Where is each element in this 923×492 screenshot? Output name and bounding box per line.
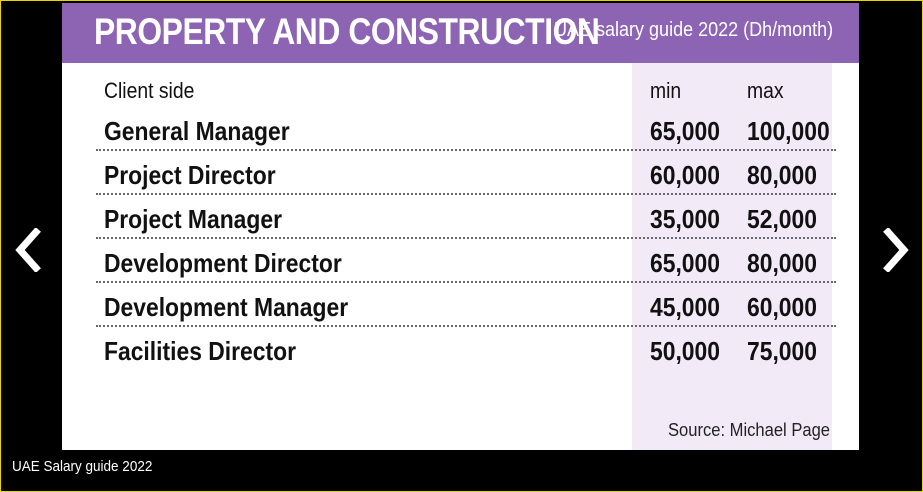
salary-max: 80,000	[747, 248, 817, 278]
chevron-left-icon	[15, 228, 41, 272]
salary-min: 50,000	[650, 336, 720, 366]
salary-min: 60,000	[650, 160, 720, 190]
role-name: General Manager	[104, 116, 290, 146]
salary-max: 60,000	[747, 292, 817, 322]
slide-title: PROPERTY AND CONSTRUCTION	[94, 11, 600, 52]
table-row: Project Director 60,000 80,000	[62, 153, 859, 197]
role-name: Project Director	[104, 160, 276, 190]
slide-header: PROPERTY AND CONSTRUCTION UAE salary gui…	[62, 3, 859, 63]
previous-slide-button[interactable]	[8, 222, 48, 278]
role-name: Project Manager	[104, 204, 283, 234]
role-name: Development Director	[104, 248, 342, 278]
table-row: Project Manager 35,000 52,000	[62, 197, 859, 241]
salary-max: 75,000	[747, 336, 817, 366]
row-divider	[96, 193, 836, 195]
table-row: Development Manager 45,000 60,000	[62, 285, 859, 329]
table-row: General Manager 65,000 100,000	[62, 109, 859, 153]
role-name: Development Manager	[104, 292, 349, 322]
col-min-header: min	[650, 78, 682, 103]
salary-max: 52,000	[747, 204, 817, 234]
role-name: Facilities Director	[104, 336, 297, 366]
table-row: Development Director 65,000 80,000	[62, 241, 859, 285]
source-credit: Source: Michael Page	[668, 420, 831, 440]
table-header-row: Client side min max	[62, 69, 859, 113]
salary-max: 100,000	[747, 116, 830, 146]
chevron-right-icon	[883, 228, 909, 272]
next-slide-button[interactable]	[876, 222, 916, 278]
row-divider	[96, 149, 836, 151]
slide-subtitle: UAE salary guide 2022 (Dh/month)	[553, 19, 833, 41]
col-max-header: max	[747, 78, 784, 103]
row-divider	[96, 325, 836, 327]
row-divider	[96, 281, 836, 283]
salary-min: 65,000	[650, 116, 720, 146]
salary-max: 80,000	[747, 160, 817, 190]
gallery-slide-image: PROPERTY AND CONSTRUCTION UAE salary gui…	[62, 3, 859, 450]
table-row: Facilities Director 50,000 75,000	[62, 329, 859, 373]
salary-min: 45,000	[650, 292, 720, 322]
values-column-band	[632, 63, 832, 450]
salary-min: 65,000	[650, 248, 720, 278]
salary-min: 35,000	[650, 204, 720, 234]
row-divider	[96, 237, 836, 239]
slide-caption: UAE Salary guide 2022	[12, 458, 153, 475]
section-label: Client side	[104, 78, 195, 103]
